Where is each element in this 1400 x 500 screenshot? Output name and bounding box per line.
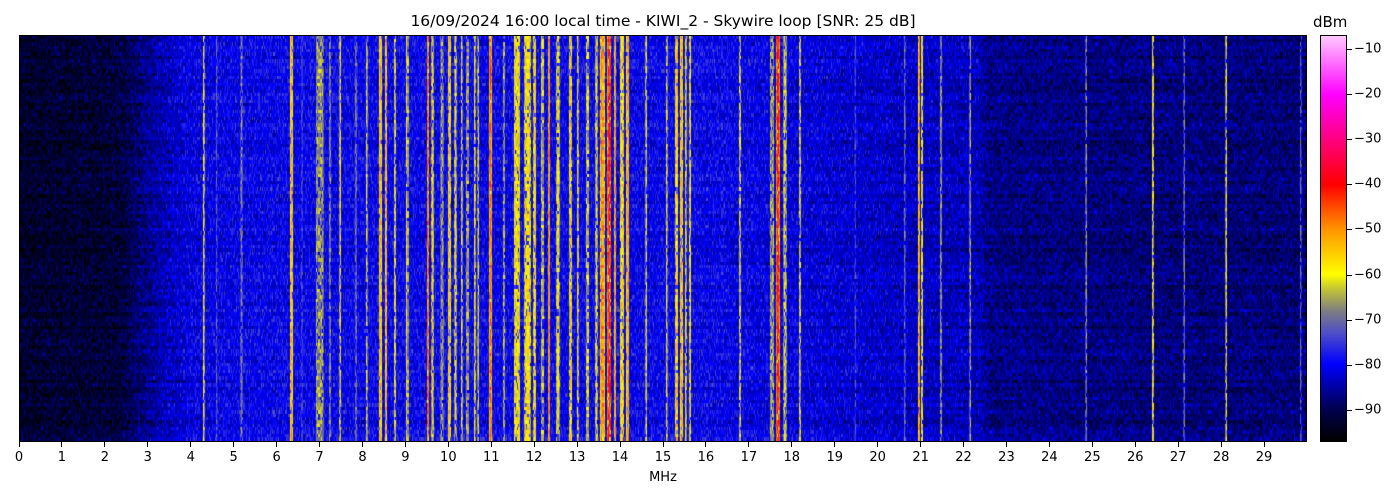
x-tick-label: 25 bbox=[1084, 450, 1101, 465]
x-tick-mark bbox=[447, 442, 449, 447]
x-tick-label: 16 bbox=[697, 450, 715, 465]
x-tick-label: 22 bbox=[955, 450, 972, 465]
x-tick-label: 12 bbox=[525, 450, 543, 465]
spectrogram-plot-area bbox=[19, 35, 1307, 442]
x-tick-label: 28 bbox=[1212, 450, 1230, 465]
x-tick-mark bbox=[662, 442, 664, 447]
spectrogram-heatmap bbox=[20, 36, 1306, 441]
x-tick-mark bbox=[190, 442, 192, 447]
x-tick-label: 21 bbox=[912, 450, 929, 465]
x-tick-mark bbox=[233, 442, 235, 447]
x-axis-label: MHz bbox=[649, 470, 677, 485]
x-tick-label: 14 bbox=[611, 450, 629, 465]
x-tick-mark bbox=[276, 442, 278, 447]
colorbar-tick-mark bbox=[1347, 365, 1352, 367]
x-tick-label: 23 bbox=[998, 450, 1015, 465]
colorbar-tick-mark bbox=[1347, 184, 1352, 186]
chart-title: 16/09/2024 16:00 local time - KIWI_2 - S… bbox=[410, 12, 916, 30]
x-tick-mark bbox=[705, 442, 707, 447]
x-tick-label: 13 bbox=[568, 450, 586, 465]
x-tick-mark bbox=[963, 442, 965, 447]
colorbar-tick-mark bbox=[1347, 410, 1352, 412]
x-tick-mark bbox=[1091, 442, 1093, 447]
colorbar-tick-mark bbox=[1347, 48, 1352, 50]
x-tick-mark bbox=[1263, 442, 1265, 447]
x-tick-mark bbox=[877, 442, 879, 447]
x-tick-label: 8 bbox=[358, 450, 367, 465]
x-tick-label: 4 bbox=[186, 450, 195, 465]
x-tick-label: 19 bbox=[826, 450, 843, 465]
x-tick-label: 9 bbox=[401, 450, 410, 465]
x-tick-label: 6 bbox=[272, 450, 281, 465]
x-tick-mark bbox=[1048, 442, 1050, 447]
colorbar-tick-label: −50 bbox=[1354, 221, 1382, 237]
colorbar-tick-label: −20 bbox=[1354, 86, 1382, 102]
x-tick-label: 11 bbox=[482, 450, 500, 465]
colorbar bbox=[1320, 35, 1347, 442]
x-tick-label: 27 bbox=[1169, 450, 1187, 465]
x-tick-mark bbox=[748, 442, 750, 447]
colorbar-tick-label: −90 bbox=[1354, 402, 1382, 418]
x-tick-mark bbox=[791, 442, 793, 447]
x-tick-label: 26 bbox=[1126, 450, 1144, 465]
x-tick-mark bbox=[319, 442, 321, 447]
x-tick-mark bbox=[1005, 442, 1007, 447]
x-tick-mark bbox=[404, 442, 406, 447]
x-tick-mark bbox=[104, 442, 106, 447]
x-tick-label: 29 bbox=[1255, 450, 1273, 465]
x-tick-mark bbox=[619, 442, 621, 447]
x-tick-label: 7 bbox=[315, 450, 324, 465]
x-tick-mark bbox=[1177, 442, 1179, 447]
x-tick-mark bbox=[1134, 442, 1136, 447]
x-tick-label: 0 bbox=[14, 450, 24, 465]
x-tick-label: 17 bbox=[740, 450, 758, 465]
x-tick-label: 18 bbox=[783, 450, 801, 465]
x-tick-mark bbox=[920, 442, 922, 447]
colorbar-tick-mark bbox=[1347, 229, 1352, 231]
x-tick-mark bbox=[490, 442, 492, 447]
colorbar-tick-mark bbox=[1347, 274, 1352, 276]
x-tick-label: 15 bbox=[654, 450, 672, 465]
colorbar-tick-mark bbox=[1347, 139, 1352, 140]
x-tick-mark bbox=[361, 442, 363, 447]
x-tick-label: 3 bbox=[143, 450, 152, 465]
colorbar-gradient bbox=[1321, 36, 1346, 441]
x-tick-mark bbox=[18, 442, 20, 447]
x-tick-mark bbox=[576, 442, 578, 447]
colorbar-tick-label: −40 bbox=[1354, 176, 1382, 192]
x-tick-mark bbox=[533, 442, 535, 447]
colorbar-tick-label: −30 bbox=[1354, 131, 1382, 147]
colorbar-tick-label: −80 bbox=[1354, 357, 1382, 373]
x-tick-label: 1 bbox=[57, 450, 67, 465]
x-tick-mark bbox=[834, 442, 836, 447]
colorbar-tick-label: −10 bbox=[1354, 41, 1382, 57]
x-tick-mark bbox=[61, 442, 63, 447]
x-tick-label: 20 bbox=[869, 450, 886, 465]
colorbar-label: dBm bbox=[1313, 13, 1348, 31]
x-tick-label: 5 bbox=[229, 450, 238, 465]
colorbar-tick-label: −60 bbox=[1354, 267, 1382, 283]
x-tick-mark bbox=[147, 442, 149, 447]
x-tick-mark bbox=[1220, 442, 1222, 447]
colorbar-tick-label: −70 bbox=[1354, 312, 1382, 328]
x-tick-label: 2 bbox=[100, 450, 109, 465]
x-tick-label: 10 bbox=[440, 450, 457, 465]
x-tick-label: 24 bbox=[1041, 450, 1058, 465]
colorbar-tick-mark bbox=[1347, 93, 1352, 95]
colorbar-tick-mark bbox=[1347, 319, 1352, 321]
